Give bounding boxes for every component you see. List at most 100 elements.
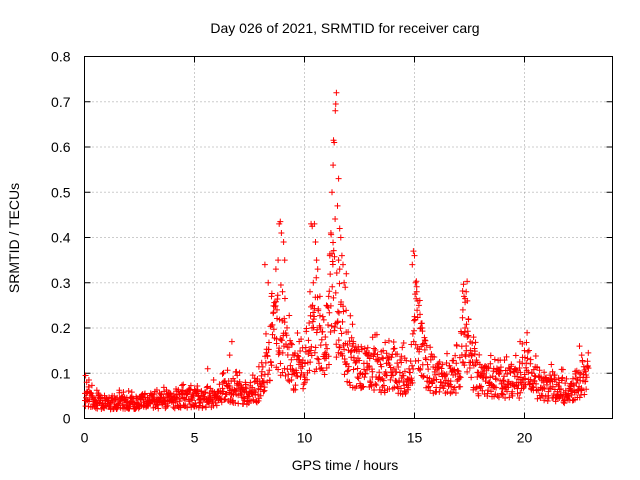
data-point <box>496 367 503 374</box>
data-point <box>516 364 523 371</box>
data-point <box>307 288 313 295</box>
data-point <box>247 379 254 386</box>
data-point <box>400 372 407 379</box>
data-point <box>499 377 506 384</box>
data-point <box>297 347 304 354</box>
data-point <box>517 369 524 376</box>
data-point <box>452 390 459 397</box>
data-point <box>504 388 511 395</box>
data-point <box>427 344 434 351</box>
data-point <box>266 377 273 384</box>
data-point <box>524 355 531 362</box>
data-point <box>417 311 423 318</box>
data-point <box>387 376 394 383</box>
data-point <box>452 352 459 359</box>
data-point <box>332 289 339 296</box>
data-point <box>324 345 331 352</box>
data-point <box>393 368 400 375</box>
data-point <box>314 266 321 273</box>
data-point <box>294 329 301 336</box>
data-point <box>516 395 523 402</box>
data-point <box>279 369 286 376</box>
data-point <box>397 357 404 364</box>
data-point <box>148 392 155 399</box>
data-point <box>274 306 280 313</box>
data-point <box>459 314 466 321</box>
data-point <box>361 366 368 373</box>
data-point <box>507 369 514 376</box>
data-point <box>532 353 539 360</box>
data-point <box>333 89 340 96</box>
data-point <box>163 403 170 410</box>
data-point <box>317 342 324 349</box>
data-point <box>409 261 416 268</box>
data-point <box>203 384 210 391</box>
data-point <box>443 371 450 378</box>
data-point <box>451 384 458 391</box>
data-point <box>219 385 226 392</box>
data-point <box>153 386 160 393</box>
data-point <box>390 365 397 372</box>
data-point <box>582 368 589 375</box>
data-point <box>303 325 310 332</box>
data-point <box>349 343 356 350</box>
data-point <box>309 302 316 309</box>
data-point <box>413 288 420 295</box>
data-point <box>544 398 551 405</box>
data-point <box>369 368 376 375</box>
data-point <box>529 370 536 377</box>
data-point <box>180 381 187 388</box>
data-point <box>421 337 428 344</box>
data-point <box>468 374 475 381</box>
data-point <box>347 312 354 319</box>
data-point <box>524 329 531 336</box>
data-point <box>487 374 494 381</box>
data-point <box>219 370 226 377</box>
data-point <box>314 326 321 333</box>
data-point <box>372 346 379 353</box>
data-point <box>366 362 373 369</box>
data-point <box>519 340 526 347</box>
data-point <box>530 384 537 391</box>
data-point <box>128 389 135 396</box>
data-point <box>572 371 579 378</box>
data-point <box>187 401 194 408</box>
data-point <box>325 321 332 328</box>
data-point <box>423 342 430 349</box>
data-point <box>403 357 410 364</box>
data-point <box>331 139 338 146</box>
x-tick-label: 15 <box>407 430 423 446</box>
data-point <box>375 375 382 382</box>
data-point <box>363 366 370 373</box>
data-point <box>285 344 292 351</box>
data-point <box>318 336 325 343</box>
data-point <box>306 367 313 374</box>
data-point <box>453 360 460 367</box>
data-point <box>419 341 426 348</box>
data-point <box>462 325 469 331</box>
data-point <box>336 225 343 232</box>
data-point <box>430 364 437 371</box>
data-point <box>330 162 337 169</box>
data-point <box>203 403 210 410</box>
data-point <box>125 387 132 394</box>
data-point <box>491 356 498 363</box>
data-point <box>289 341 296 348</box>
data-point <box>120 389 127 396</box>
data-point <box>521 354 528 361</box>
data-point <box>258 383 265 390</box>
data-point <box>344 341 351 348</box>
data-point <box>327 229 334 236</box>
data-point <box>326 309 333 316</box>
data-point <box>265 339 272 346</box>
data-point <box>494 392 501 399</box>
data-point <box>236 378 243 385</box>
data-point <box>341 346 348 353</box>
data-point <box>260 378 267 385</box>
data-point <box>388 354 395 361</box>
plot-frame <box>84 56 613 419</box>
data-point <box>335 175 342 182</box>
data-points <box>81 89 592 413</box>
data-point <box>390 338 397 345</box>
data-point <box>338 252 345 259</box>
